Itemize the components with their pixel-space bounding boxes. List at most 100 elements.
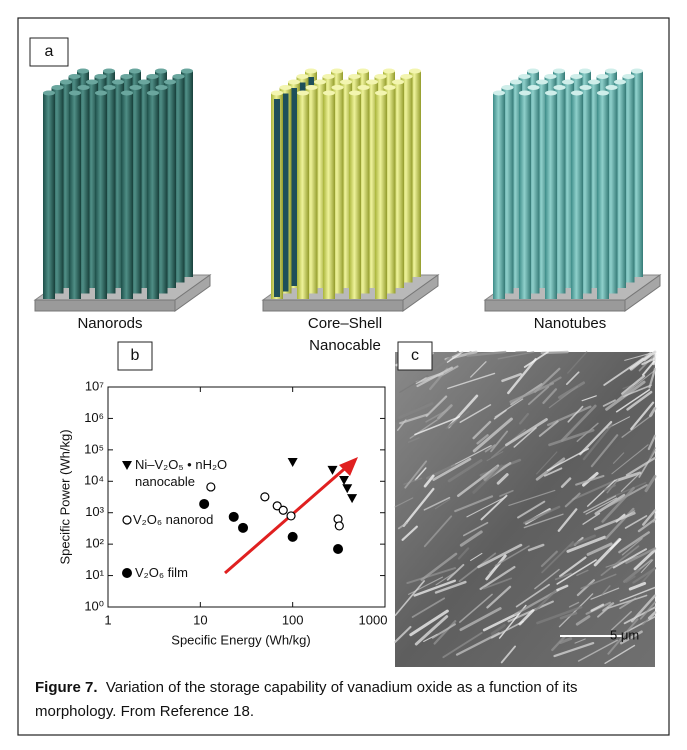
sem-fiber (470, 361, 487, 378)
rod (43, 93, 55, 299)
panel-label-box (397, 341, 433, 371)
rod-top (271, 90, 283, 96)
sem-fiber (494, 398, 524, 418)
sem-fiber (641, 357, 657, 366)
rod-top (95, 90, 107, 96)
sem-fiber (567, 351, 588, 374)
sem-fiber (394, 497, 414, 508)
x-tick-label: 1 (104, 612, 111, 627)
sem-fiber (476, 434, 489, 445)
sem-fiber (644, 474, 657, 493)
sem-fiber (581, 395, 597, 402)
rod-core (282, 93, 289, 292)
sem-fiber (533, 367, 561, 393)
sem-fiber (621, 414, 653, 438)
rod-top (322, 74, 335, 79)
sem-fiber (401, 525, 418, 541)
sem-fiber (406, 567, 456, 584)
rod-top (331, 85, 344, 90)
panel-label-box (29, 37, 69, 67)
rod-top (597, 90, 609, 96)
y-tick-label: 10⁵ (84, 441, 104, 456)
sem-fiber (459, 530, 483, 547)
sem-fiber (445, 410, 470, 430)
rod-top (518, 74, 531, 79)
sem-fiber (454, 495, 494, 513)
sem-fiber (621, 374, 646, 395)
sem-fiber (472, 417, 513, 453)
rod-top (340, 79, 352, 85)
rod-top (60, 79, 72, 85)
sem-fiber (404, 384, 415, 396)
plot-frame (107, 386, 386, 608)
sem-fiber (603, 357, 644, 386)
rod-top (374, 74, 387, 79)
rod-top (94, 74, 107, 79)
sem-fiber (576, 569, 589, 577)
sem-fiber (523, 513, 564, 529)
sem-fiber (574, 638, 586, 644)
sem-fiber (609, 538, 622, 550)
sem-fiber (450, 444, 492, 467)
rod-top (297, 90, 309, 96)
sem-fiber (571, 479, 617, 501)
rod-top (129, 85, 142, 90)
sem-fiber (639, 601, 656, 620)
data-point (327, 465, 338, 475)
sem-fiber (463, 521, 489, 537)
rod-top (383, 68, 395, 74)
sem-fiber (611, 444, 649, 475)
sem-fiber (446, 563, 465, 581)
sem-fiber (564, 492, 581, 508)
sem-fiber (479, 565, 516, 591)
rod-top (146, 74, 159, 79)
legend-label: V₂O₆ nanorod (133, 512, 214, 527)
figure-frame (17, 17, 670, 736)
sem-fiber (553, 641, 595, 658)
rod (519, 93, 531, 299)
sem-fiber (543, 467, 563, 477)
sem-fiber (425, 395, 448, 417)
sem-fiber (576, 579, 595, 597)
sem-fiber (559, 556, 587, 578)
sem-fiber (601, 486, 635, 523)
sem-fiber (568, 601, 580, 608)
sem-fiber (490, 623, 506, 636)
sem-fiber (404, 460, 428, 489)
panel-label: a (45, 43, 54, 60)
sem-fiber (434, 350, 460, 370)
rod-top (164, 79, 176, 85)
sem-fiber (497, 351, 535, 360)
rod-top (121, 90, 133, 96)
sem-fiber (590, 587, 620, 600)
sem-fiber (583, 495, 617, 514)
sem-fiber (518, 412, 530, 425)
rod-top (375, 90, 387, 96)
sem-fiber (649, 447, 656, 459)
sem-fiber (472, 420, 492, 440)
sem-fiber (619, 597, 637, 610)
sem-fiber (434, 580, 467, 594)
rod-top (392, 79, 404, 85)
rod-top (510, 79, 522, 85)
sem-fiber (548, 385, 579, 409)
rod-top (103, 68, 115, 74)
sem-fiber (538, 420, 559, 437)
data-point (260, 492, 270, 502)
rod-top (112, 79, 124, 85)
rod-top (172, 74, 185, 79)
sem-fiber (490, 430, 509, 453)
rod-top (323, 90, 335, 96)
legend-label: Ni–V₂O₅ • nH₂O nanocable (135, 457, 228, 489)
sem-fiber (551, 635, 566, 652)
sem-fiber (394, 580, 425, 617)
rod-top (69, 90, 81, 96)
data-point (238, 522, 249, 533)
y-tick-label: 10⁶ (84, 410, 104, 425)
sem-fiber (413, 579, 457, 597)
rod (297, 93, 309, 299)
sem-fiber (633, 548, 657, 571)
sem-fiber (546, 448, 589, 472)
rod-top (155, 68, 167, 74)
legend-marker (122, 461, 132, 470)
